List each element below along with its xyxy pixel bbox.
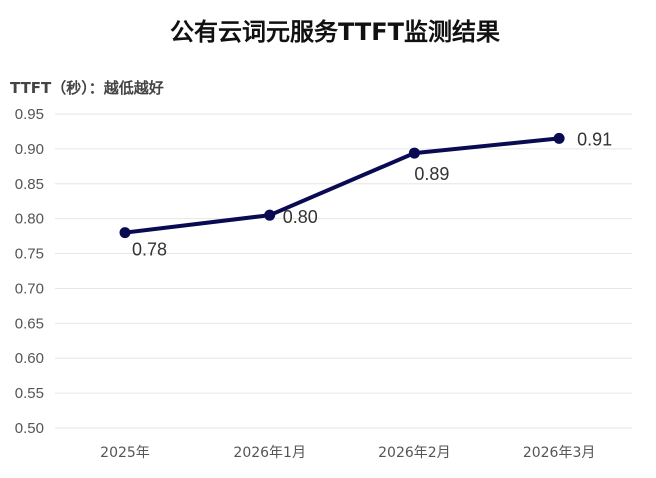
- x-tick-label: 2026年1月: [233, 445, 306, 461]
- series: 0.78 0.80 0.89 0.91: [119, 129, 612, 260]
- data-label: 0.80: [283, 207, 318, 227]
- data-label: 0.89: [414, 164, 449, 184]
- data-point: [264, 209, 276, 221]
- data-point: [119, 227, 131, 239]
- y-tick-label: 0.75: [15, 246, 44, 263]
- y-tick-label: 0.65: [15, 315, 44, 332]
- y-tick-label: 0.60: [15, 350, 44, 367]
- y-tick-label: 0.55: [15, 385, 44, 402]
- y-tick-labels: 0.95 0.90 0.85 0.80 0.75 0.70 0.65 0.60 0.55 0.50: [15, 106, 44, 437]
- y-tick-label: 0.80: [15, 211, 44, 228]
- x-tick-labels: 2025年 2026年1月 2026年2月 2026年3月: [100, 445, 595, 461]
- data-label: 0.78: [132, 240, 167, 260]
- y-tick-label: 0.70: [15, 280, 44, 297]
- y-tick-label: 0.85: [15, 176, 44, 193]
- gridlines: [55, 113, 632, 429]
- y-tick-label: 0.50: [15, 420, 44, 437]
- x-tick-label: 2026年2月: [378, 445, 451, 461]
- data-label: 0.91: [577, 129, 612, 149]
- y-axis-label: TTFT（秒）：越低越好: [10, 79, 164, 97]
- data-point: [553, 132, 565, 144]
- x-tick-label: 2025年: [100, 445, 150, 461]
- series-line: [123, 136, 562, 235]
- chart-title: 公有云词元服务TTFT监测结果: [170, 18, 500, 46]
- x-tick-label: 2026年3月: [523, 445, 596, 461]
- y-tick-label: 0.95: [15, 106, 44, 123]
- data-point: [408, 147, 420, 159]
- y-tick-label: 0.90: [15, 141, 44, 158]
